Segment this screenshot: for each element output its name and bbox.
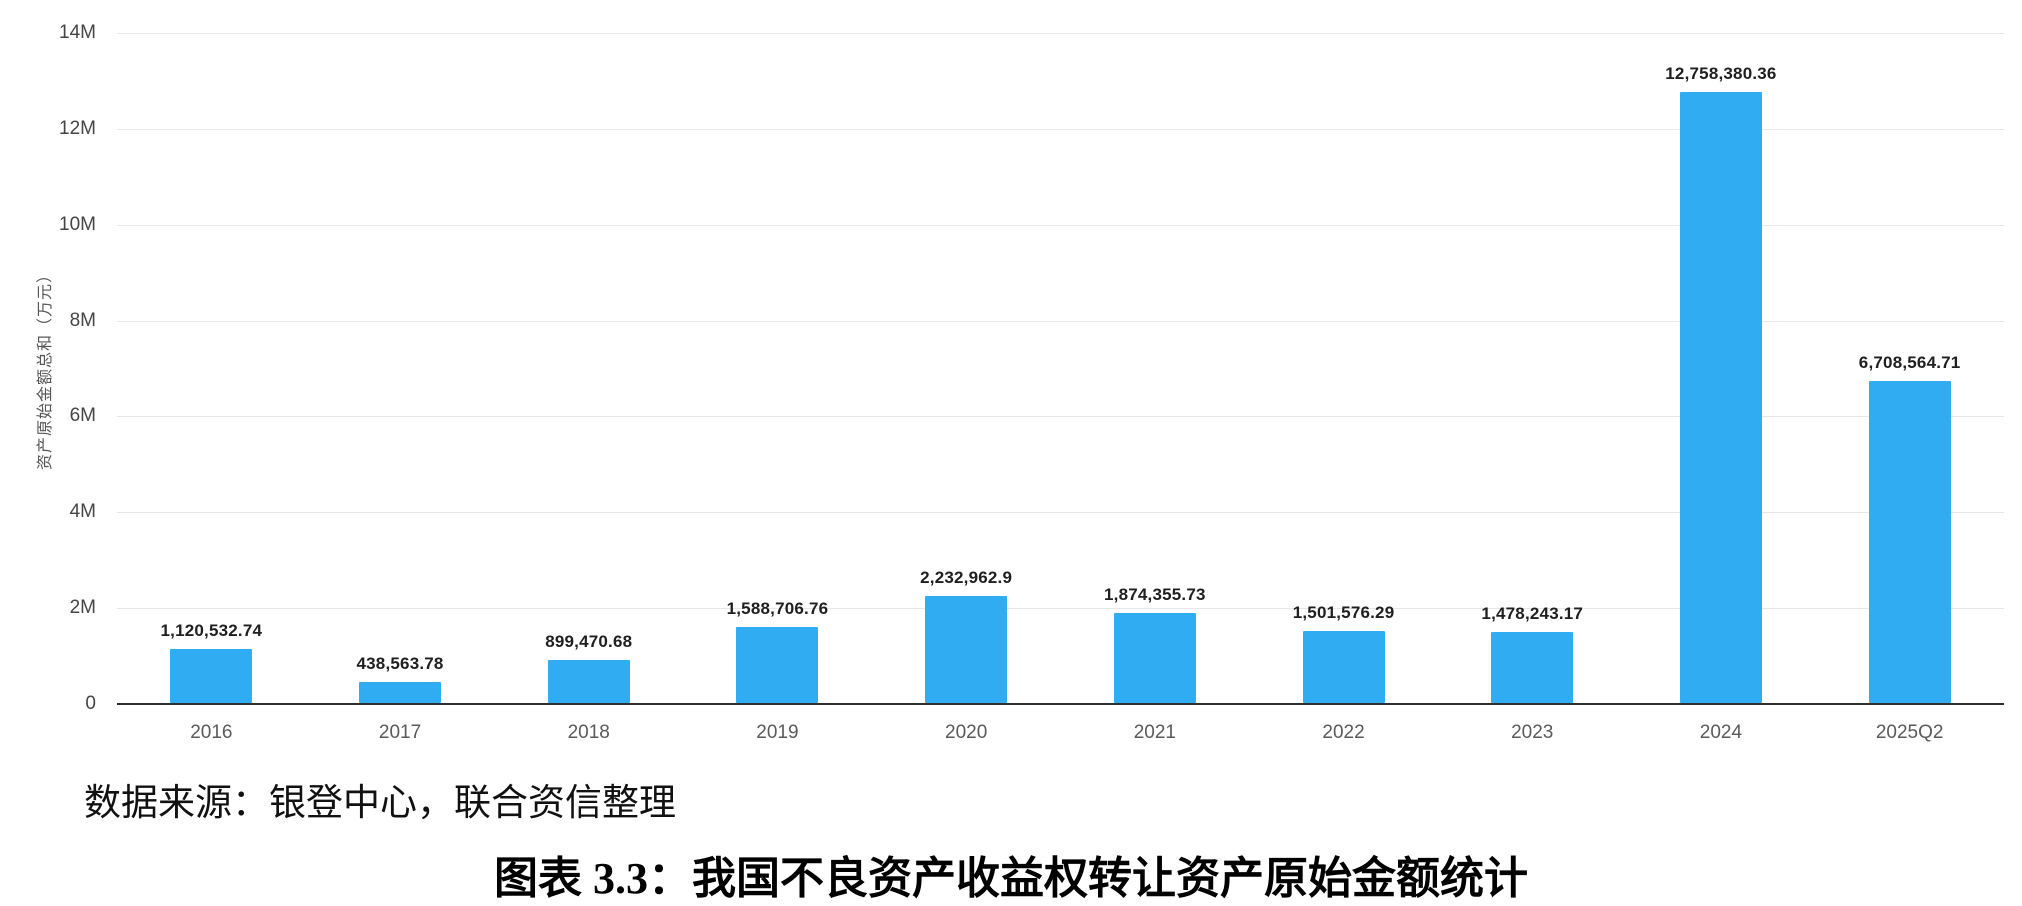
bar-2023 [1491, 632, 1574, 703]
y-tick-label: 0 [85, 693, 96, 714]
gridline-8M [117, 320, 2004, 322]
y-tick-label: 10M [59, 213, 96, 235]
bar-2019 [736, 626, 819, 703]
gridline-10M [117, 224, 2004, 226]
y-tick-label: 2M [69, 597, 96, 619]
bar-value-label-2023: 1,478,243.17 [1481, 604, 1584, 624]
x-tick-label-2017: 2017 [378, 722, 422, 743]
y-tick-label: 12M [59, 117, 96, 139]
bar-2021 [1113, 613, 1196, 703]
y-axis-title: 资产原始金额总和（万元） [37, 265, 54, 471]
x-tick-label-2019: 2019 [756, 722, 799, 743]
x-tick-label-2016: 2016 [190, 722, 233, 743]
bar-value-label-2016: 1,120,532.74 [160, 621, 263, 641]
bar-value-label-2021: 1,874,355.73 [1104, 585, 1206, 605]
x-tick-label-2022: 2022 [1322, 722, 1365, 743]
x-tick-label-2024: 2024 [1699, 722, 1743, 743]
bar-2017 [359, 681, 442, 703]
x-tick-label-2023: 2023 [1511, 722, 1554, 743]
bar-value-label-2017: 438,563.78 [356, 653, 444, 673]
y-tick-label: 4M [69, 501, 96, 523]
y-tick-label: 14M [59, 22, 96, 43]
bar-value-label-2019: 1,588,706.76 [726, 598, 829, 618]
bar-value-label-2024: 12,758,380.36 [1665, 63, 1777, 83]
bar-2024 [1679, 91, 1762, 703]
gridline-2M [117, 608, 2004, 610]
x-tick-label-2021: 2021 [1133, 722, 1176, 743]
gridline-12M [117, 128, 2004, 130]
gridline-4M [117, 512, 2004, 514]
bar-value-label-2022: 1,501,576.29 [1292, 603, 1395, 623]
bar-2022 [1302, 631, 1385, 703]
chart-title: 图表 3.3：我国不良资产收益权转让资产原始金额统计 [494, 854, 1528, 903]
bar-2016 [170, 649, 253, 703]
bar-2020 [925, 595, 1008, 703]
gridline-14M [117, 33, 2004, 34]
gridline-6M [117, 416, 2004, 418]
bar-2018 [547, 659, 630, 703]
y-tick-label: 6M [69, 405, 96, 427]
x-tick-label-2020: 2020 [945, 722, 988, 743]
bar-value-label-2025Q2: 6,708,564.71 [1858, 353, 1961, 373]
bar-value-label-2018: 899,470.68 [545, 631, 633, 651]
data-source-note: 数据来源：银登中心，联合资信整理 [84, 783, 676, 824]
bar-2025Q2 [1868, 381, 1951, 703]
x-axis-line [117, 703, 2004, 705]
bar-value-label-2020: 2,232,962.9 [920, 567, 1013, 587]
y-tick-label: 8M [69, 309, 96, 331]
x-tick-label-2025Q2: 2025Q2 [1875, 722, 1944, 743]
plot-area: 1,120,532.74 438,563.78 899,470.68 1,588,70… [117, 33, 2004, 705]
x-tick-label-2018: 2018 [567, 722, 610, 743]
